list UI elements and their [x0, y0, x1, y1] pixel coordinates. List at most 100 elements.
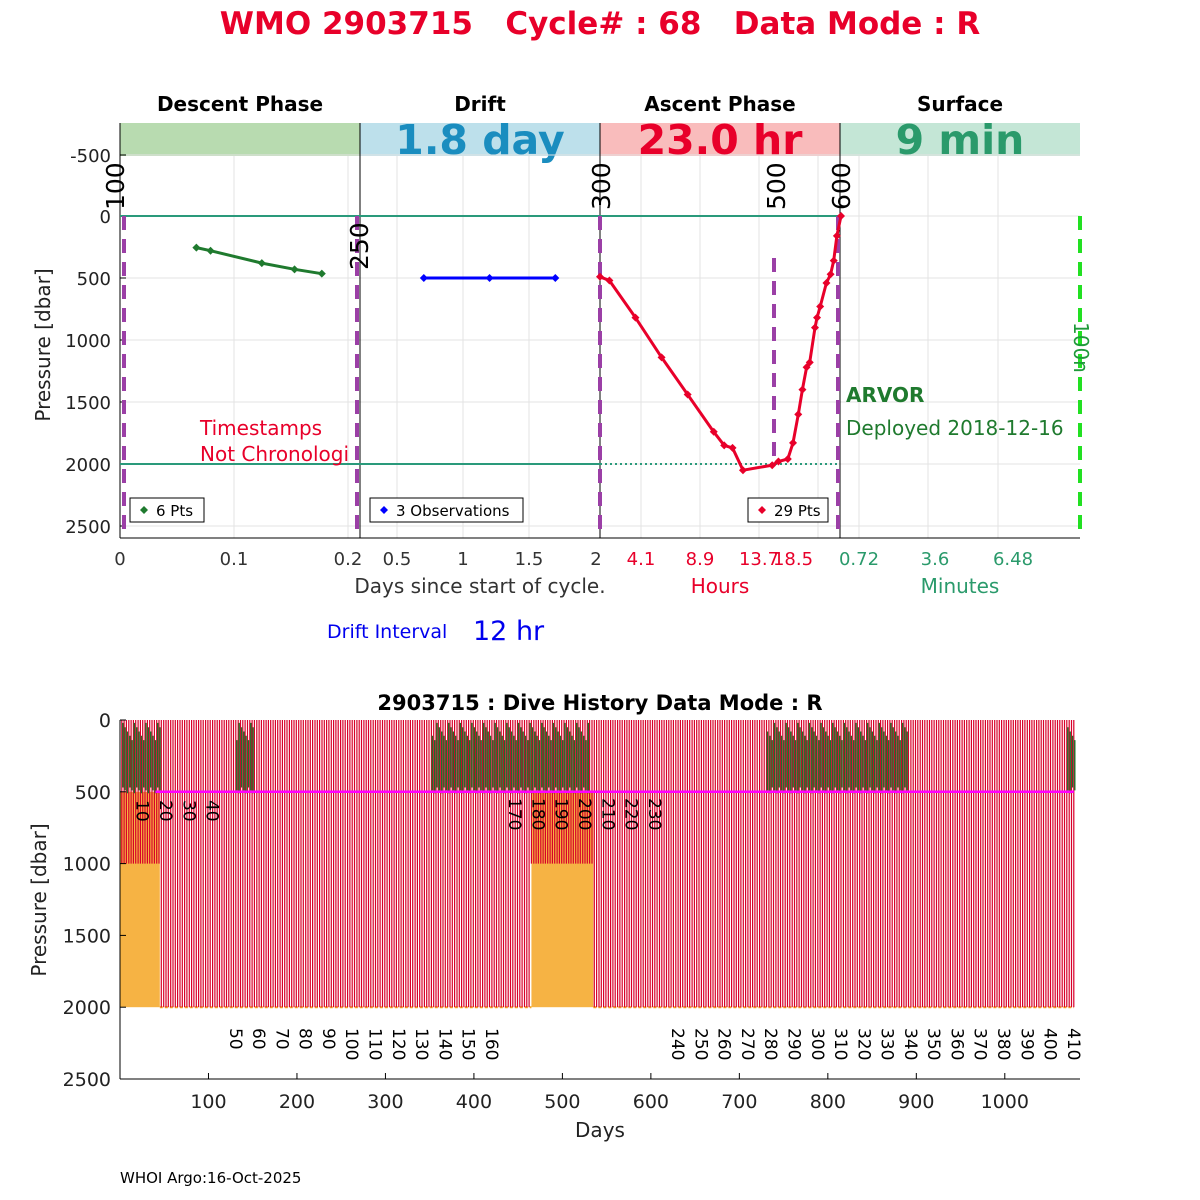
ascent-point: [805, 358, 814, 367]
y-tick-label: 0: [100, 207, 111, 228]
cycle-label: 290: [783, 1028, 803, 1060]
x-tick-label: 6.48: [993, 549, 1033, 570]
y-tick-label: 500: [77, 269, 111, 290]
drift-interval-value: 12 hr: [473, 616, 545, 647]
phase-band-0: [120, 123, 360, 156]
descent-line: [196, 246, 323, 276]
phase-name-3: Surface: [917, 92, 1003, 116]
x-tick-label: 3.6: [921, 549, 950, 570]
cycle-label: 220: [621, 798, 641, 830]
y-tick-label: 0: [99, 710, 111, 732]
cycle-label: 390: [1016, 1028, 1036, 1060]
cycle-label: 400: [1040, 1028, 1060, 1060]
x-tick-label: 2: [590, 549, 601, 570]
page-title: WMO 2903715 Cycle# : 68 Data Mode : R: [220, 6, 981, 42]
phase-name-2: Ascent Phase: [644, 92, 795, 116]
ascent-point: [802, 363, 811, 372]
y-axis-label: Pressure [dbar]: [27, 823, 51, 976]
cycle-label: 240: [667, 1028, 687, 1060]
cycle-label: 130: [411, 1028, 431, 1060]
phase-band-3: [840, 123, 1080, 156]
cycle-label: 110: [364, 1028, 384, 1060]
ascent-point: [720, 441, 729, 450]
descent-point: [257, 259, 266, 268]
phase-name-0: Descent Phase: [157, 92, 323, 116]
cycle-label: 340: [900, 1028, 920, 1060]
legend-drift-box: [369, 497, 524, 523]
ascent-point: [789, 438, 798, 447]
y-tick-label: 2500: [63, 1069, 111, 1091]
cycle-label: 30: [178, 800, 198, 822]
cycle-label: 70: [271, 1028, 291, 1050]
legend-drift-marker: [380, 506, 388, 514]
cycle-label: 80: [295, 1028, 315, 1050]
cycle-label: 320: [853, 1028, 873, 1060]
y-tick-label: 500: [75, 782, 111, 804]
phase-band-2: [600, 123, 840, 156]
descent-point: [317, 269, 326, 278]
ascent-point: [794, 410, 803, 419]
cycle-label: 210: [597, 798, 617, 830]
ascent-point: [810, 323, 819, 332]
drift-interval-label: Drift Interval: [327, 621, 447, 643]
marker-label-0: 100: [101, 162, 130, 210]
cycle-label: 260: [714, 1028, 734, 1060]
cycle-label: 160: [481, 1028, 501, 1060]
cycle-label: 150: [458, 1028, 478, 1060]
cycle-label: 180: [527, 798, 547, 830]
ascent-point: [738, 466, 747, 475]
note-timestamps-line2: Not Chronologi: [200, 442, 349, 466]
cycle-label: 200: [574, 798, 594, 830]
y-tick-label: 2000: [65, 455, 111, 476]
marker-label-4: 600: [827, 162, 856, 210]
x-axis-label-hours: Hours: [691, 574, 750, 598]
descent-lines: [122, 722, 1076, 794]
x-tick-label: 900: [898, 1091, 934, 1113]
cycle-label: 50: [225, 1028, 245, 1050]
y-tick-label: 2500: [65, 517, 111, 538]
marker-label-3: 500: [762, 162, 791, 210]
y-tick-label: -500: [70, 146, 111, 167]
ascent-point: [709, 427, 718, 436]
ascent-point: [822, 278, 831, 287]
ascent-point: [832, 231, 841, 240]
x-tick-label: 0.2: [334, 549, 363, 570]
ascent-point: [631, 313, 640, 322]
x-tick-label: 200: [279, 1091, 315, 1113]
x-tick-label: 300: [367, 1091, 403, 1113]
x-tick-label: 8.9: [686, 549, 715, 570]
legend-ascent-marker: [758, 506, 766, 514]
y-tick-label: 1500: [63, 925, 111, 947]
phase-duration-2: 23.0 hr: [638, 116, 804, 164]
cycle-label: 140: [434, 1028, 454, 1060]
phase-duration-3: 9 min: [896, 116, 1025, 164]
cycle-label: 310: [830, 1028, 850, 1060]
x-tick-label: 18.5: [773, 549, 813, 570]
x-tick-label: 0.5: [383, 549, 412, 570]
y-tick-label: 1000: [65, 331, 111, 352]
ascent-point: [605, 276, 614, 285]
ascent-point: [826, 270, 835, 279]
phase-duration-1: 1.8 day: [395, 116, 564, 164]
cycle-label: 10: [132, 800, 152, 822]
cycle-label: 190: [551, 798, 571, 830]
cycle-label: 300: [807, 1028, 827, 1060]
cycle-label: 90: [318, 1028, 338, 1050]
ascent-point: [837, 212, 846, 220]
x-tick-label: 500: [544, 1091, 580, 1113]
ascent-point: [683, 390, 692, 399]
cycle-label: 270: [737, 1028, 757, 1060]
descent-point: [192, 243, 201, 252]
legend-ascent-label: 29 Pts: [774, 502, 821, 520]
ascent-point: [783, 455, 792, 464]
x-tick-label: 13.7: [739, 549, 779, 570]
drift-point: [419, 274, 428, 282]
legend-descent-label: 6 Pts: [156, 502, 193, 520]
cycle-label: 280: [760, 1028, 780, 1060]
y-axis-label: Pressure [dbar]: [31, 268, 55, 421]
float-type: ARVOR: [846, 383, 924, 407]
y-tick-label: 1000: [63, 854, 111, 876]
x-tick-label: 0.1: [220, 549, 249, 570]
x-axis-label: Days: [575, 1118, 625, 1142]
